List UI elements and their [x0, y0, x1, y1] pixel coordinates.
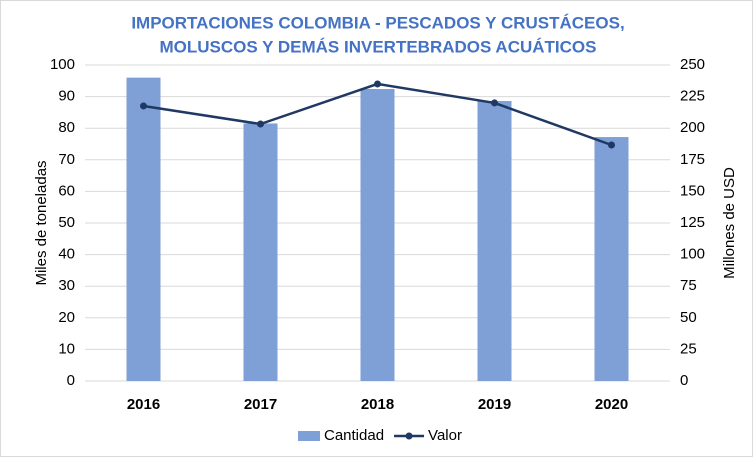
y-tick-label: 100: [50, 56, 75, 73]
y-tick-label: 80: [58, 119, 75, 136]
line-marker: [140, 102, 147, 110]
y-tick-label: 70: [58, 151, 75, 168]
y2-tick-label: 25: [680, 340, 697, 357]
chart-title: MOLUSCOS Y DEMÁS INVERTEBRADOS ACUÁTICOS: [159, 37, 596, 56]
y-tick-label: 10: [58, 340, 75, 357]
x-tick-label: 2017: [244, 396, 277, 413]
legend-swatch: [298, 431, 320, 441]
line-marker: [608, 141, 615, 149]
y2-tick-label: 250: [680, 56, 705, 73]
bar: [477, 101, 512, 382]
chart-title: IMPORTACIONES COLOMBIA - PESCADOS Y CRUS…: [131, 13, 624, 32]
y-tick-label: 40: [58, 246, 75, 263]
y-tick-label: 30: [58, 277, 75, 294]
y2-tick-label: 75: [680, 277, 697, 294]
bar: [243, 123, 278, 382]
line-marker: [374, 80, 381, 88]
y2-tick-label: 175: [680, 151, 705, 168]
bar: [594, 137, 629, 381]
y2-tick-label: 100: [680, 246, 705, 263]
bar: [126, 77, 161, 381]
y-tick-label: 0: [67, 372, 75, 389]
y-tick-label: 50: [58, 214, 75, 231]
line-marker: [257, 120, 264, 128]
bar: [360, 89, 395, 382]
legend-label: Valor: [428, 427, 462, 444]
line-marker: [491, 99, 498, 107]
x-tick-label: 2018: [361, 396, 394, 413]
y2-tick-label: 50: [680, 309, 697, 326]
y-tick-label: 90: [58, 88, 75, 105]
y-tick-label: 20: [58, 309, 75, 326]
x-tick-label: 2019: [478, 396, 511, 413]
y2-tick-label: 0: [680, 372, 688, 389]
x-tick-label: 2016: [127, 396, 160, 413]
y-tick-label: 60: [58, 182, 75, 199]
legend-swatch: [405, 432, 413, 440]
y2-axis-label: Millones de USD: [721, 167, 738, 279]
y2-tick-label: 150: [680, 182, 705, 199]
y2-tick-label: 125: [680, 214, 705, 231]
y-axis-label: Miles de toneladas: [33, 160, 50, 285]
legend-label: Cantidad: [324, 427, 384, 444]
x-tick-label: 2020: [595, 396, 628, 413]
y2-tick-label: 200: [680, 119, 705, 136]
y2-tick-label: 225: [680, 88, 705, 105]
